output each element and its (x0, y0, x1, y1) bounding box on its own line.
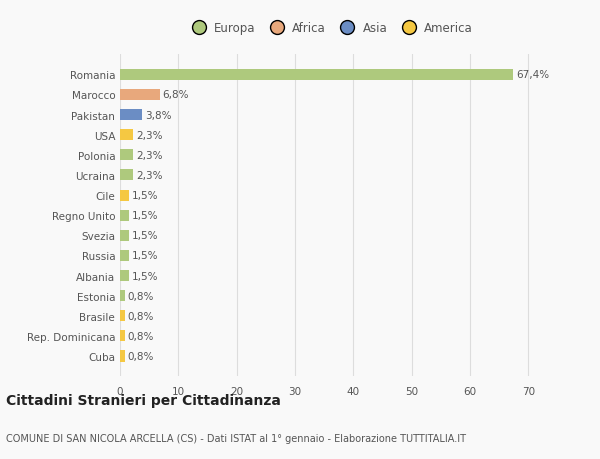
Bar (120, 210, 129, 221)
Text: 1,5%: 1,5% (131, 231, 158, 241)
Bar (120, 250, 129, 262)
Bar (120, 351, 125, 362)
Text: 0,8%: 0,8% (128, 291, 154, 301)
Bar (120, 150, 133, 161)
Bar (120, 170, 133, 181)
Bar (120, 190, 129, 201)
Bar (120, 70, 513, 81)
Bar (120, 90, 160, 101)
Bar (120, 330, 125, 341)
Text: 2,3%: 2,3% (136, 130, 163, 140)
Text: 0,8%: 0,8% (128, 311, 154, 321)
Text: 3,8%: 3,8% (145, 110, 172, 120)
Text: 2,3%: 2,3% (136, 151, 163, 161)
Bar (120, 291, 125, 302)
Text: Cittadini Stranieri per Cittadinanza: Cittadini Stranieri per Cittadinanza (6, 393, 281, 407)
Text: 2,3%: 2,3% (136, 171, 163, 180)
Text: COMUNE DI SAN NICOLA ARCELLA (CS) - Dati ISTAT al 1° gennaio - Elaborazione TUTT: COMUNE DI SAN NICOLA ARCELLA (CS) - Dati… (6, 433, 466, 442)
Bar (120, 130, 133, 141)
Bar (120, 110, 142, 121)
Text: 1,5%: 1,5% (131, 211, 158, 221)
Text: 1,5%: 1,5% (131, 271, 158, 281)
Text: 0,8%: 0,8% (128, 351, 154, 361)
Bar (120, 230, 129, 241)
Text: 1,5%: 1,5% (131, 251, 158, 261)
Text: 67,4%: 67,4% (516, 70, 549, 80)
Text: 1,5%: 1,5% (131, 190, 158, 201)
Bar (120, 311, 125, 322)
Text: 0,8%: 0,8% (128, 331, 154, 341)
Legend: Europa, Africa, Asia, America: Europa, Africa, Asia, America (187, 22, 473, 35)
Text: 6,8%: 6,8% (163, 90, 189, 100)
Bar (120, 270, 129, 281)
